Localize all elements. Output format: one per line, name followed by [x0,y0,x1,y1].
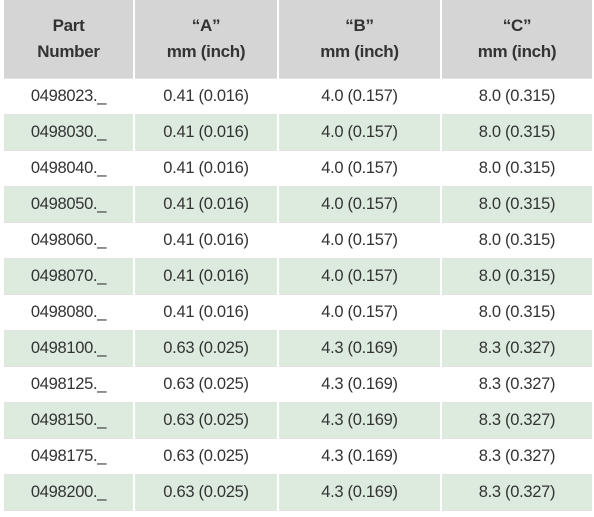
table-row: 0498100._ 0.63 (0.025) 4.3 (0.169) 8.3 (0.3… [2,330,594,367]
table-cell: 0498050._ [2,186,135,223]
table-cell: 4.3 (0.169) [277,474,442,511]
table-row: 0498050._ 0.41 (0.016) 4.0 (0.157) 8.0 (0.3… [2,186,594,223]
table-row: 0498150._ 0.63 (0.025) 4.3 (0.169) 8.3 (0.3… [2,402,594,439]
table-cell: 8.3 (0.327) [440,330,594,367]
table-cell: 8.0 (0.315) [440,222,594,259]
table-cell: 4.0 (0.157) [277,258,442,295]
table-row: 0498040._ 0.41 (0.016) 4.0 (0.157) 8.0 (0.3… [2,150,594,187]
table-cell: 0.63 (0.025) [133,474,279,511]
table-cell: 0.41 (0.016) [133,150,279,187]
table-cell: 0498100._ [2,330,135,367]
table-cell: 8.3 (0.327) [440,474,594,511]
table-cell: 0498080._ [2,294,135,331]
table-cell: 4.0 (0.157) [277,222,442,259]
header-cell: Part Number [2,0,135,79]
table-cell: 4.0 (0.157) [277,150,442,187]
table-cell: 0.41 (0.016) [133,78,279,115]
table-cell: 0.41 (0.016) [133,258,279,295]
header-line: mm (inch) [320,42,399,61]
table-cell: 0498060._ [2,222,135,259]
table-cell: 8.0 (0.315) [440,150,594,187]
table-cell: 8.0 (0.315) [440,78,594,115]
table-cell: 8.3 (0.327) [440,366,594,403]
table-cell: 0498023._ [2,78,135,115]
table-cell: 4.3 (0.169) [277,438,442,475]
table-row: 0498030._ 0.41 (0.016) 4.0 (0.157) 8.0 (0.3… [2,114,594,151]
table-cell: 0498175._ [2,438,135,475]
table-cell: 4.0 (0.157) [277,78,442,115]
table-cell: 0.63 (0.025) [133,330,279,367]
table-cell: 0498200._ [2,474,135,511]
table-cell: 4.3 (0.169) [277,330,442,367]
table-cell: 4.0 (0.157) [277,114,442,151]
header-line: mm (inch) [166,42,246,61]
table-body: 0498023._ 0.41 (0.016) 4.0 (0.157) 8.0 (0.3… [2,78,594,511]
table-cell: 8.0 (0.315) [440,114,594,151]
header-cell: “B” mm (inch) [277,0,442,79]
table-cell: 0.41 (0.016) [133,186,279,223]
table-row: 0498175._ 0.63 (0.025) 4.3 (0.169) 8.3 (0.3… [2,438,594,475]
header-line: Number [37,42,100,61]
table-cell: 4.0 (0.157) [277,186,442,223]
header-line: mm (inch) [477,42,557,61]
table-cell: 8.3 (0.327) [440,438,594,475]
table-cell: 0.41 (0.016) [133,222,279,259]
table-cell: 4.0 (0.157) [277,294,442,331]
header-row: Part Number “A” mm (inch) “B” mm (inch) “C” mm … [2,0,594,79]
table-cell: 0.41 (0.016) [133,114,279,151]
table-cell: 4.3 (0.169) [277,366,442,403]
table-row: 0498023._ 0.41 (0.016) 4.0 (0.157) 8.0 (0.3… [2,78,594,115]
header-line: Part [52,16,85,35]
header-line: “C” [502,16,532,35]
table-cell: 0498070._ [2,258,135,295]
table-cell: 0.63 (0.025) [133,438,279,475]
table-cell: 0498040._ [2,150,135,187]
table-cell: 4.3 (0.169) [277,402,442,439]
table-cell: 0.63 (0.025) [133,366,279,403]
table-cell: 8.0 (0.315) [440,186,594,223]
table-row: 0498125._ 0.63 (0.025) 4.3 (0.169) 8.3 (0.3… [2,366,594,403]
header-line: “A” [191,16,221,35]
table-row: 0498080._ 0.41 (0.016) 4.0 (0.157) 8.0 (0.3… [2,294,594,331]
table-cell: 8.0 (0.315) [440,258,594,295]
table-cell: 0498150._ [2,402,135,439]
header-cell: “C” mm (inch) [440,0,594,79]
table-cell: 0.63 (0.025) [133,402,279,439]
table-cell: 0498125._ [2,366,135,403]
table-cell: 8.0 (0.315) [440,294,594,331]
header-cell: “A” mm (inch) [133,0,279,79]
table-cell: 8.3 (0.327) [440,402,594,439]
table-row: 0498200._ 0.63 (0.025) 4.3 (0.169) 8.3 (0.3… [2,474,594,511]
header-line: “B” [345,16,374,35]
table-row: 0498070._ 0.41 (0.016) 4.0 (0.157) 8.0 (0.3… [2,258,594,295]
table-cell: 0498030._ [2,114,135,151]
table-cell: 0.41 (0.016) [133,294,279,331]
table-row: 0498060._ 0.41 (0.016) 4.0 (0.157) 8.0 (0.3… [2,222,594,259]
